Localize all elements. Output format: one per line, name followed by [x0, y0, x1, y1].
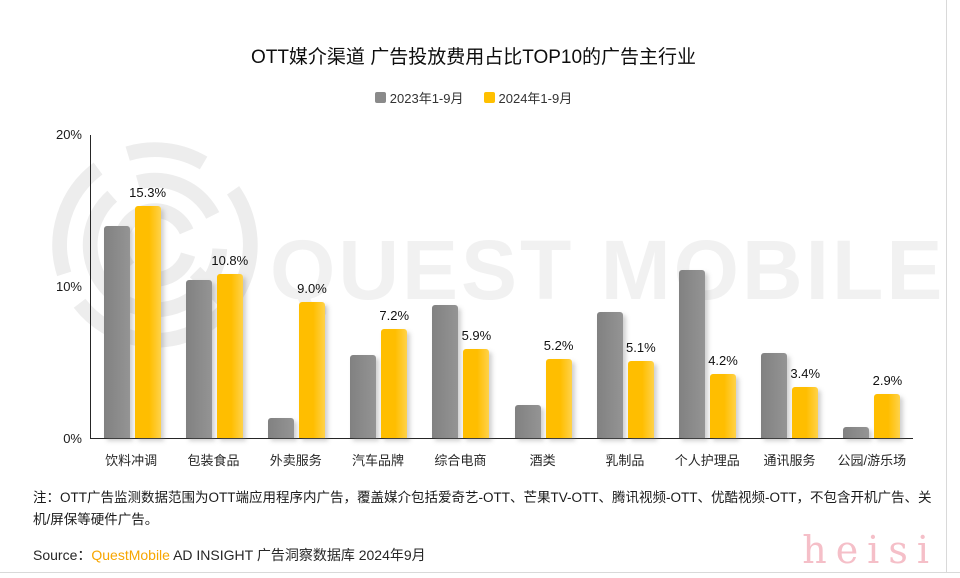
data-label: 5.1%: [625, 339, 656, 355]
data-label: 9.0%: [297, 280, 327, 296]
category-label: 通讯服务: [763, 453, 816, 468]
category-label: 汽车品牌: [352, 453, 405, 468]
bar-group: 7.2%: [338, 135, 420, 438]
data-label: 7.2%: [379, 307, 410, 323]
bar-2024: 4.2%: [708, 353, 738, 438]
bar-2023: [185, 280, 212, 438]
category-label: 酒类: [529, 453, 556, 468]
y-tick-10: 10%: [55, 279, 82, 294]
heisi-watermark: heisi: [802, 528, 938, 572]
x-axis-labels: 饮料冲调 包装食品 外卖服务 汽车品牌 综合电商 酒类 乳制品 个人护理品 通讯服务 公园/游乐场: [90, 450, 913, 469]
page-edge-bottom: [0, 572, 960, 573]
bar-2024: 9.0%: [297, 281, 327, 438]
bar-group: 10.8%: [173, 135, 255, 438]
bar-group: 9.0%: [255, 135, 337, 438]
bar-group: 3.4%: [749, 135, 831, 438]
bar-2024: 10.8%: [211, 253, 248, 438]
bar-2023: [103, 225, 130, 438]
category-label: 外卖服务: [269, 453, 322, 468]
data-label: 3.4%: [790, 365, 821, 381]
category-label: 包装食品: [187, 453, 240, 468]
bar-2023: [679, 269, 706, 438]
questmobile-text-watermark: QUEST MOBILE: [270, 223, 946, 317]
data-label: 10.8%: [211, 253, 249, 269]
footnote: 注：OTT广告监测数据范围为OTT端应用程序内广告，覆盖媒介包括爱奇艺-OTT、…: [33, 490, 932, 527]
bar-2023: [350, 354, 377, 438]
plot-area: 15.3% 10.8% 9.0% 7.2% 5.9% 5.2% 5.1% 4.2% 3.4% 2.…: [90, 135, 913, 439]
legend-label-2024: 2024年1-9月: [498, 91, 573, 106]
data-label: 2.9%: [872, 373, 903, 389]
y-tick-20: 20%: [55, 127, 82, 142]
bar-group: 4.2%: [666, 135, 748, 438]
data-label: 15.3%: [129, 185, 167, 201]
legend-swatch-2024: [483, 92, 495, 103]
bar-2024: 3.4%: [790, 366, 820, 438]
data-label: 4.2%: [708, 353, 738, 369]
category-label: 个人护理品: [674, 453, 740, 468]
source-line: Source：QuestMobile AD INSIGHT 广告洞察数据库 20…: [33, 545, 426, 565]
bar-2023: [761, 353, 788, 438]
source-brand: QuestMobile: [91, 547, 170, 563]
bar-group: 15.3%: [91, 135, 173, 438]
chart-title: OTT媒介渠道 广告投放费用占比TOP10的广告主行业: [250, 47, 697, 68]
legend-label-2023: 2023年1-9月: [389, 91, 464, 106]
category-label: 饮料冲调: [105, 453, 158, 468]
source-rest: AD INSIGHT 广告洞察数据库 2024年9月: [169, 547, 426, 563]
category-label: 乳制品: [605, 453, 645, 468]
source-prefix: Source：: [33, 547, 92, 563]
bar-2024: 2.9%: [873, 373, 902, 438]
data-label: 5.9%: [461, 327, 492, 343]
bar-2023: [268, 418, 294, 438]
chart-legend: 2023年1-9月 2024年1-9月: [0, 88, 947, 107]
category-label: 公园/游乐场: [837, 453, 907, 468]
bar-2024: 7.2%: [379, 308, 409, 438]
bar-2023: [843, 427, 870, 438]
bar-2023: [432, 304, 459, 438]
data-label: 5.2%: [543, 338, 574, 354]
bar-2024: 5.1%: [626, 340, 656, 438]
bar-group: 2.9%: [831, 135, 913, 438]
bar-2024: 5.9%: [462, 328, 491, 438]
page-edge-right: [946, 0, 947, 573]
bar-2024: 5.2%: [544, 338, 573, 438]
legend-swatch-2023: [374, 92, 386, 103]
legend-item-2023: 2023年1-9月: [374, 88, 464, 107]
bar-2023: [514, 404, 541, 438]
bar-2023: [596, 312, 623, 438]
y-tick-0: 0%: [63, 431, 82, 446]
bar-group: 5.9%: [420, 135, 502, 438]
bar-2024: 15.3%: [129, 185, 166, 438]
legend-item-2024: 2024年1-9月: [483, 88, 573, 107]
category-label: 综合电商: [434, 453, 487, 468]
bar-group: 5.1%: [584, 135, 666, 438]
bar-group: 5.2%: [502, 135, 584, 438]
